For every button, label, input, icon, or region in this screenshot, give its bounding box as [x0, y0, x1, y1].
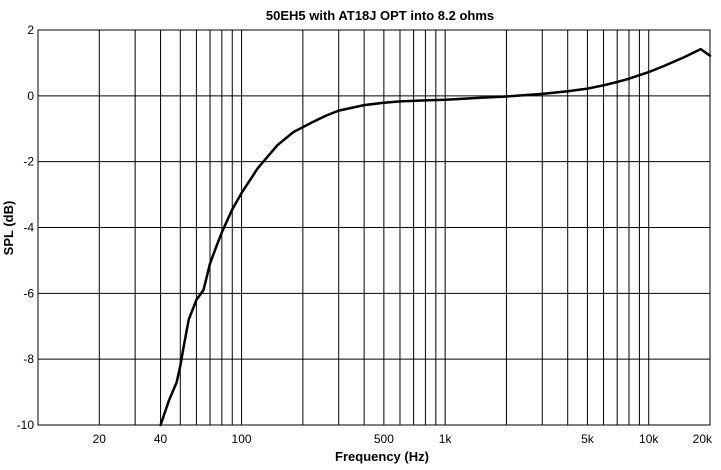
- x-tick-labels: 20 40 100 500 1k 5k 10k 20k: [93, 432, 713, 446]
- y-axis-label: SPL (dB): [1, 201, 16, 256]
- x-tick-label: 1k: [439, 432, 453, 446]
- y-tick-label: -6: [23, 286, 34, 300]
- response-curve: [159, 47, 712, 427]
- x-tick-label: 40: [154, 432, 168, 446]
- y-tick-label: -2: [23, 155, 34, 169]
- x-axis-label: Frequency (Hz): [335, 449, 429, 464]
- x-tick-label: 20: [93, 432, 107, 446]
- chart-title: 50EH5 with AT18J OPT into 8.2 ohms: [266, 8, 494, 23]
- y-tick-label: 2: [27, 23, 34, 37]
- plot-frame: [37, 29, 711, 426]
- x-tick-label: 100: [232, 432, 252, 446]
- grid: [38, 29, 710, 426]
- y-tick-label: 0: [27, 89, 34, 103]
- x-tick-label: 5k: [581, 432, 595, 446]
- y-tick-labels: 2 0 -2 -4 -6 -8 -10: [17, 23, 35, 432]
- x-tick-label: 10k: [639, 432, 659, 446]
- x-tick-label: 20k: [693, 432, 713, 446]
- y-tick-label: -10: [17, 418, 35, 432]
- y-tick-label: -8: [23, 352, 34, 366]
- y-tick-label: -4: [23, 221, 34, 235]
- x-tick-label: 500: [374, 432, 394, 446]
